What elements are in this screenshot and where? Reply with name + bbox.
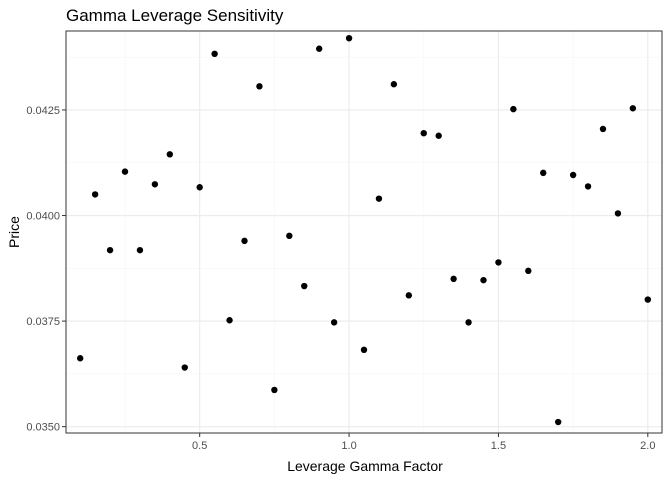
data-point-18 — [345, 34, 353, 42]
data-point-6 — [166, 151, 174, 158]
data-point-24 — [435, 132, 442, 139]
data-point-10 — [226, 317, 233, 324]
x-axis-title: Leverage Gamma Factor — [287, 458, 443, 474]
grid-minor — [66, 31, 662, 433]
x-tick-label-0: 0.5 — [192, 440, 207, 452]
data-point-29 — [510, 105, 517, 113]
data-point-34 — [584, 183, 592, 190]
data-point-32 — [554, 418, 562, 426]
data-point-21 — [390, 81, 398, 88]
data-point-22 — [405, 292, 413, 299]
y-tick-label-0: 0.0350 — [26, 422, 60, 434]
y-tick-label-3: 0.0425 — [26, 105, 60, 117]
data-point-0 — [76, 355, 84, 362]
data-point-31 — [540, 169, 547, 177]
y-tick-label-1: 0.0375 — [26, 316, 60, 328]
data-point-30 — [525, 267, 532, 275]
data-point-2 — [106, 246, 114, 254]
data-point-37 — [629, 105, 637, 112]
data-point-14 — [286, 232, 293, 240]
x-tick-label-3: 2.0 — [640, 440, 655, 452]
y-tick-label-2: 0.0400 — [26, 211, 60, 223]
data-points — [76, 34, 652, 426]
chart-title: Gamma Leverage Sensitivity — [66, 6, 284, 25]
data-point-16 — [315, 45, 323, 52]
data-point-28 — [495, 259, 502, 266]
x-tick-label-1: 1.0 — [341, 440, 356, 452]
data-point-27 — [480, 276, 487, 284]
y-axis-title: Price — [6, 216, 22, 248]
panel-border — [65, 30, 663, 434]
data-point-9 — [211, 50, 218, 58]
data-point-5 — [151, 181, 159, 188]
data-point-15 — [301, 282, 308, 290]
data-point-25 — [450, 275, 457, 283]
data-point-7 — [181, 364, 188, 371]
data-point-26 — [465, 319, 472, 326]
data-point-19 — [360, 346, 368, 354]
y-axis-ticks: 0.0350 0.0375 0.0400 0.0425 — [26, 105, 66, 434]
x-axis-ticks: 0.5 1.0 1.5 2.0 — [192, 433, 655, 452]
grid-major — [66, 31, 662, 433]
data-point-4 — [136, 246, 144, 254]
data-point-35 — [599, 125, 607, 133]
data-point-20 — [375, 195, 383, 202]
data-point-1 — [91, 191, 99, 198]
data-point-11 — [241, 237, 248, 245]
data-point-13 — [271, 386, 278, 394]
data-point-8 — [196, 184, 203, 191]
data-point-17 — [330, 319, 338, 326]
data-point-23 — [420, 129, 427, 137]
data-point-3 — [121, 168, 129, 175]
data-point-36 — [614, 210, 622, 217]
data-point-38 — [644, 296, 652, 303]
data-point-33 — [569, 171, 577, 179]
data-point-12 — [256, 83, 263, 90]
x-tick-label-2: 1.5 — [491, 440, 506, 452]
